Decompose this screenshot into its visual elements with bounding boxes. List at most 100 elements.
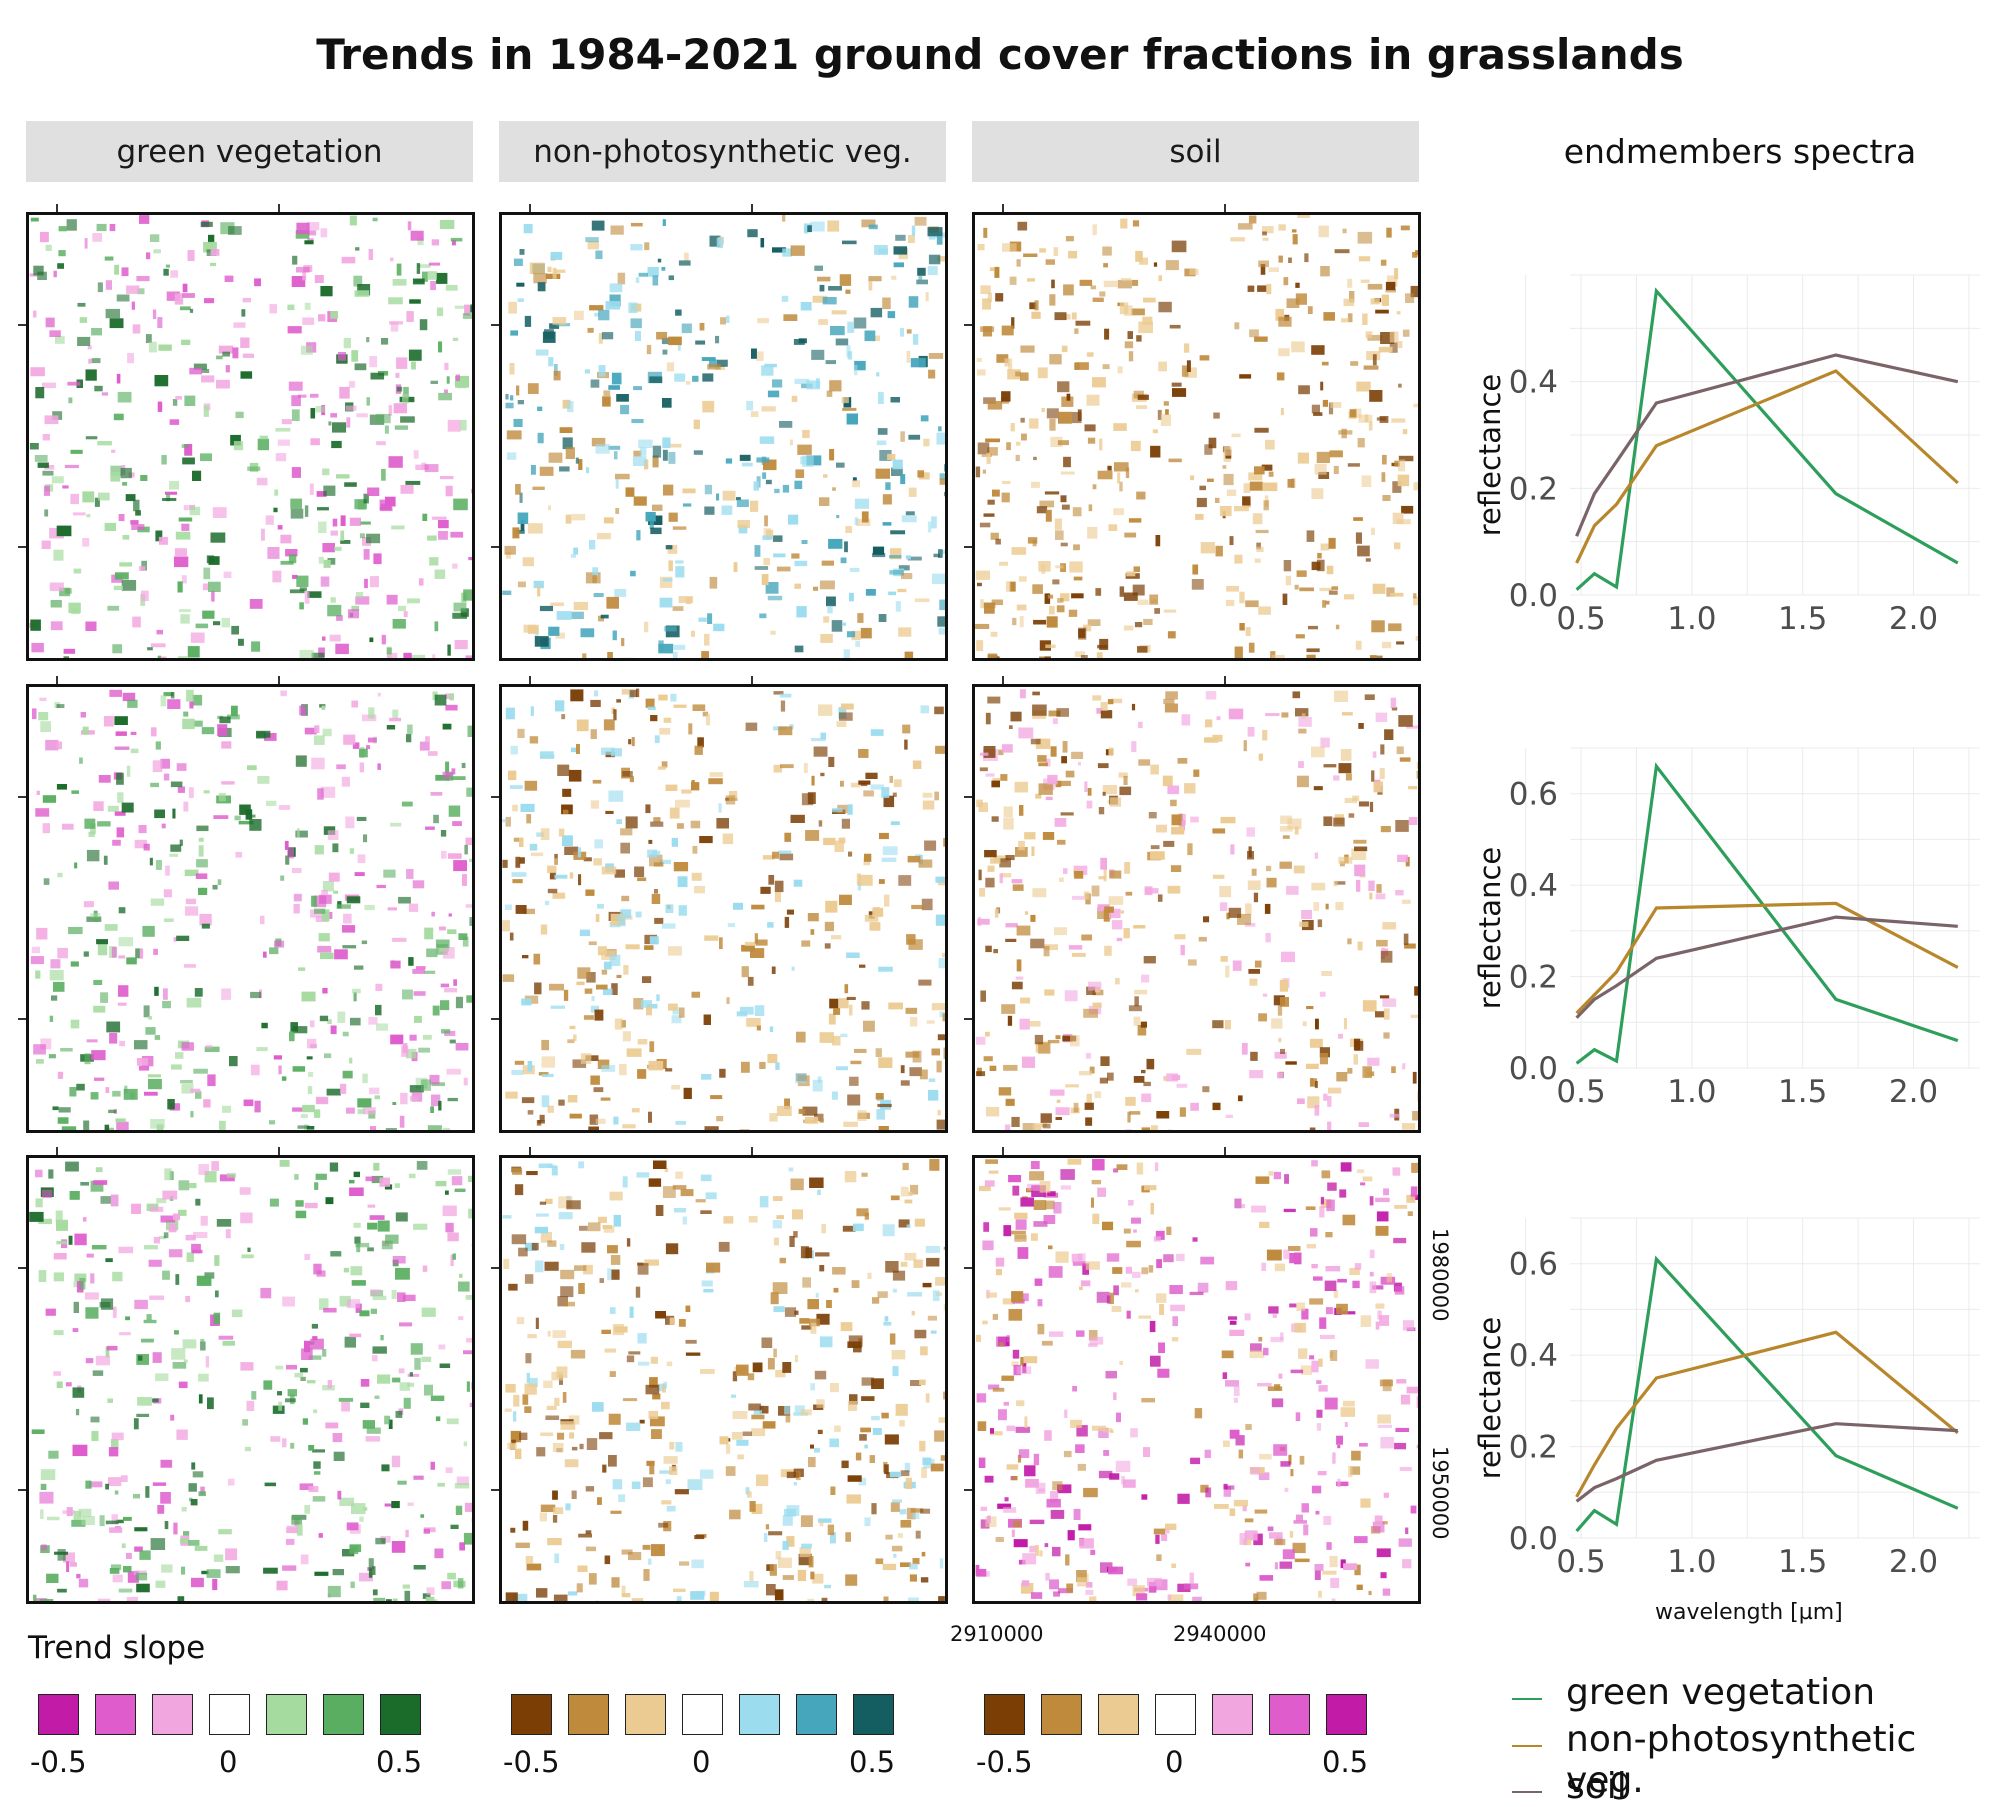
y-tick-label: 0.0 xyxy=(1509,578,1558,614)
series-line-non-photosynthetic-veg- xyxy=(1577,903,1958,1013)
legend-swatch-npv-3 xyxy=(682,1694,723,1735)
legend-swatch-green-vegetation-0 xyxy=(38,1694,79,1735)
map-tick xyxy=(18,796,26,798)
map-tick xyxy=(491,796,499,798)
map-tick xyxy=(56,1147,58,1155)
x-tick-label: 2.0 xyxy=(1889,1074,1938,1108)
map-tick xyxy=(964,796,972,798)
legend-label-npv-min: -0.5 xyxy=(503,1745,560,1779)
map-tick xyxy=(1224,676,1226,684)
map-raster xyxy=(502,215,945,658)
map-tick xyxy=(529,676,531,684)
map-raster xyxy=(975,1158,1418,1601)
series-line-green-vegetation xyxy=(1577,1259,1958,1531)
map-raster xyxy=(29,215,472,658)
map-tick xyxy=(751,204,753,212)
x-tick-label: 0.5 xyxy=(1556,601,1605,635)
legend-swatch-soil-3 xyxy=(1155,1694,1196,1735)
x-tick-label: 1.0 xyxy=(1667,1544,1716,1578)
map-raster xyxy=(29,687,472,1130)
legend-swatch-soil-2 xyxy=(1098,1694,1139,1735)
legend-swatch-npv-5 xyxy=(796,1694,837,1735)
map-tick xyxy=(964,1489,972,1491)
x-tick-label: 2.0 xyxy=(1889,601,1938,635)
x-tick-label: 1.5 xyxy=(1778,601,1827,635)
legend-swatch-soil-5 xyxy=(1269,1694,1310,1735)
map-panel-row2-green-vegetation xyxy=(26,684,475,1133)
legend-label-green-vegetation-min: -0.5 xyxy=(30,1745,87,1779)
map-tick xyxy=(964,324,972,326)
map-tick xyxy=(18,1267,26,1269)
map-tick xyxy=(491,324,499,326)
map-raster xyxy=(975,215,1418,658)
map-panel-row3-green-vegetation xyxy=(26,1155,475,1604)
y-tick-label: 0.6 xyxy=(1509,1247,1558,1283)
map-tick xyxy=(491,1018,499,1020)
legend-swatch-npv-6 xyxy=(853,1694,894,1735)
x-tick-label: 1.5 xyxy=(1778,1074,1827,1108)
y-tick-label: 0.2 xyxy=(1509,960,1558,996)
legend-label-soil-min: -0.5 xyxy=(976,1745,1033,1779)
legend-swatch-soil-1 xyxy=(1041,1694,1082,1735)
legend-title: Trend slope xyxy=(28,1630,205,1666)
legend-label-npv-max: 0.5 xyxy=(849,1745,895,1779)
legend-swatch-green-vegetation-1 xyxy=(95,1694,136,1735)
map-tick xyxy=(491,1489,499,1491)
map-tick xyxy=(964,546,972,548)
map-raster xyxy=(502,1158,945,1601)
y-tick-label: 0.0 xyxy=(1509,1521,1558,1557)
column-header-soil: soil xyxy=(972,121,1419,182)
key-label-green-vegetation: green vegetation xyxy=(1566,1672,1875,1713)
map-panel-row1-npv xyxy=(499,212,948,661)
map-tick xyxy=(278,1147,280,1155)
map-tick xyxy=(491,1267,499,1269)
key-line-npv xyxy=(1512,1745,1542,1747)
map-tick xyxy=(529,1147,531,1155)
key-line-soil xyxy=(1512,1791,1542,1793)
key-line-green-vegetation xyxy=(1512,1698,1542,1700)
map-tick xyxy=(751,1147,753,1155)
y-axis-label: reflectance xyxy=(1473,1317,1507,1480)
column-header-green-vegetation: green vegetation xyxy=(26,121,473,182)
y-tick-label: 0.4 xyxy=(1509,365,1558,401)
legend-swatch-green-vegetation-4 xyxy=(266,1694,307,1735)
legend-swatch-npv-2 xyxy=(625,1694,666,1735)
map-raster xyxy=(29,1158,472,1601)
map-tick xyxy=(1002,204,1004,212)
map-tick xyxy=(1224,204,1226,212)
y-tick-label: 0.2 xyxy=(1509,1430,1558,1466)
legend-swatch-soil-4 xyxy=(1212,1694,1253,1735)
series-line-soil xyxy=(1577,355,1958,536)
column-header-npv: non-photosynthetic veg. xyxy=(499,121,946,182)
legend-swatch-soil-6 xyxy=(1326,1694,1367,1735)
legend-swatch-green-vegetation-2 xyxy=(152,1694,193,1735)
x-tick-label-2940000: 2940000 xyxy=(1173,1622,1267,1646)
y-axis-label: reflectance xyxy=(1473,847,1507,1010)
map-raster xyxy=(502,687,945,1130)
legend-swatch-npv-4 xyxy=(739,1694,780,1735)
map-tick xyxy=(18,546,26,548)
map-tick xyxy=(529,204,531,212)
map-tick xyxy=(964,1267,972,1269)
key-label-soil: soil xyxy=(1566,1766,1627,1807)
legend-swatch-npv-0 xyxy=(511,1694,552,1735)
map-panel-row2-soil xyxy=(972,684,1421,1133)
series-line-soil xyxy=(1577,1424,1958,1502)
map-panel-row3-npv xyxy=(499,1155,948,1604)
legend-label-soil-mid: 0 xyxy=(1165,1745,1183,1779)
legend-label-green-vegetation-mid: 0 xyxy=(219,1745,237,1779)
map-tick xyxy=(56,676,58,684)
y-tick-label: 0.4 xyxy=(1509,868,1558,904)
map-tick xyxy=(964,1018,972,1020)
map-panel-row2-npv xyxy=(499,684,948,1133)
spectra-header: endmembers spectra xyxy=(1440,132,2000,171)
map-panel-row1-soil xyxy=(972,212,1421,661)
legend-label-npv-mid: 0 xyxy=(692,1745,710,1779)
x-tick-label: 1.0 xyxy=(1667,1074,1716,1108)
y-axis-label: reflectance xyxy=(1473,374,1507,537)
map-tick xyxy=(18,1489,26,1491)
legend-swatch-green-vegetation-3 xyxy=(209,1694,250,1735)
x-tick-label: 0.5 xyxy=(1556,1544,1605,1578)
